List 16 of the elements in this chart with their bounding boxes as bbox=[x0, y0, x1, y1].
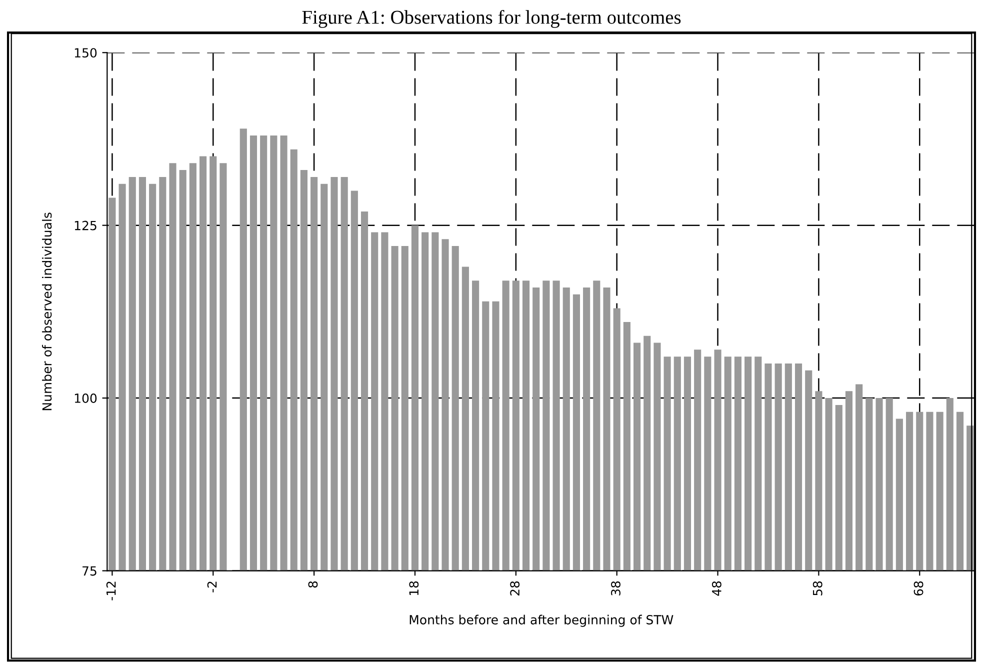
y-tick-label: 75 bbox=[82, 566, 96, 576]
x-tick-label: 28 bbox=[510, 581, 520, 596]
y-tick-label: 150 bbox=[74, 48, 97, 58]
x-tick-label: 8 bbox=[308, 581, 318, 588]
x-tick-label: 18 bbox=[409, 581, 419, 596]
x-tick-label: 38 bbox=[611, 581, 620, 596]
x-axis-title: Months before and after beginning of STW bbox=[410, 614, 674, 627]
x-tick-label: -2 bbox=[207, 582, 217, 592]
x-tick-label: 58 bbox=[812, 581, 822, 596]
x-tick-label: 48 bbox=[712, 581, 722, 596]
x-tick-label: 68 bbox=[914, 581, 924, 596]
y-tick-label: 100 bbox=[74, 394, 97, 403]
x-tick-label: -12 bbox=[106, 582, 116, 600]
y-axis-title: Number of observed individuals bbox=[42, 212, 52, 410]
chart-title: Figure A1: Observations for long-term outcomes bbox=[302, 10, 681, 28]
y-tick-label: 125 bbox=[74, 220, 96, 230]
